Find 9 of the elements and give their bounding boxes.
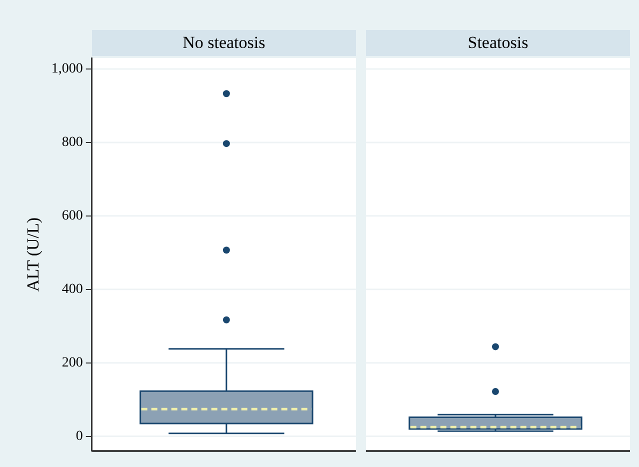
y-tick-label: 400 (62, 282, 83, 298)
y-tick-label: 800 (62, 135, 83, 150)
x-tick-label: Steatosis (366, 30, 630, 56)
x-tick-label: No steatosis (92, 30, 356, 56)
y-tick-label: 600 (62, 208, 83, 224)
y-tick-label: 200 (62, 356, 83, 371)
y-axis-title: ALT (U/L) (24, 217, 43, 292)
y-tick-label: 0 (76, 428, 83, 444)
y-tick-label: 1,000 (51, 62, 83, 77)
